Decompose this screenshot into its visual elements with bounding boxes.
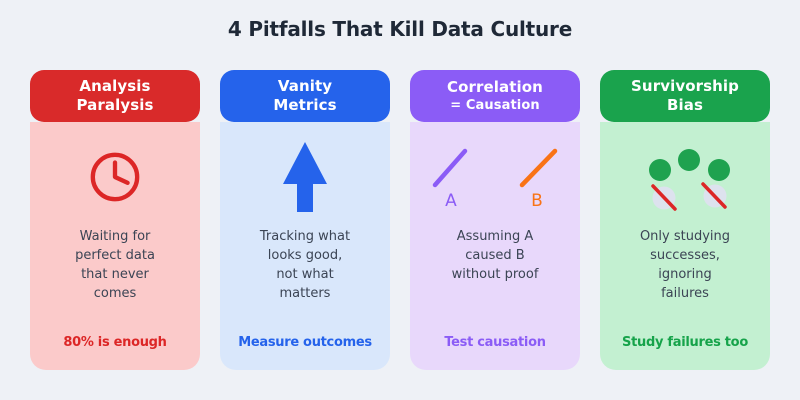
card-description: Assuming A caused B without proof bbox=[451, 229, 539, 282]
card-body: Waiting for perfect data that never come… bbox=[30, 122, 200, 370]
card-survivorship-bias: Survivorship Bias Only studying success bbox=[600, 70, 770, 370]
card-header-line1: Survivorship bbox=[631, 77, 739, 95]
page-title: 4 Pitfalls That Kill Data Culture bbox=[227, 17, 573, 41]
card-description: Waiting for perfect data that never come… bbox=[75, 229, 155, 301]
line-a-label: A bbox=[445, 191, 457, 209]
clock-icon bbox=[88, 134, 142, 220]
card-body: Only studying successes, ignoring failur… bbox=[600, 122, 770, 370]
cards-row: Analysis Paralysis Waiting for perfect d… bbox=[0, 70, 800, 370]
card-header: Survivorship Bias bbox=[600, 70, 770, 122]
card-header: Analysis Paralysis bbox=[30, 70, 200, 122]
card-analysis-paralysis: Analysis Paralysis Waiting for perfect d… bbox=[30, 70, 200, 370]
card-body: Tracking what looks good, not what matte… bbox=[220, 122, 390, 370]
card-takeaway: 80% is enough bbox=[63, 335, 167, 350]
arrow-up-icon bbox=[283, 134, 327, 220]
card-header-line2: Metrics bbox=[273, 96, 337, 114]
card-header-line1: Analysis bbox=[79, 77, 151, 95]
ab-lines-icon: A B bbox=[425, 134, 565, 220]
card-description: Tracking what looks good, not what matte… bbox=[259, 229, 351, 301]
survivorship-icon bbox=[635, 134, 735, 220]
card-header-line1: Vanity bbox=[277, 77, 333, 95]
card-header-line2: = Causation bbox=[450, 98, 540, 113]
card-description: Only studying successes, ignoring failur… bbox=[639, 229, 731, 301]
line-b-label: B bbox=[531, 191, 543, 209]
card-header: Correlation = Causation bbox=[410, 70, 580, 122]
card-header-line1: Correlation bbox=[447, 78, 543, 96]
card-header-line2: Paralysis bbox=[76, 96, 154, 114]
card-takeaway: Measure outcomes bbox=[238, 335, 372, 350]
card-body: A B Assuming A caused B without proof Te… bbox=[410, 122, 580, 370]
card-header: Vanity Metrics bbox=[220, 70, 390, 122]
card-takeaway: Test causation bbox=[444, 335, 546, 350]
card-header-line2: Bias bbox=[666, 96, 704, 114]
card-correlation-causation: Correlation = Causation A B Assuming A c… bbox=[410, 70, 580, 370]
card-vanity-metrics: Vanity Metrics Tracking what looks good,… bbox=[220, 70, 390, 370]
card-takeaway: Study failures too bbox=[622, 335, 748, 350]
